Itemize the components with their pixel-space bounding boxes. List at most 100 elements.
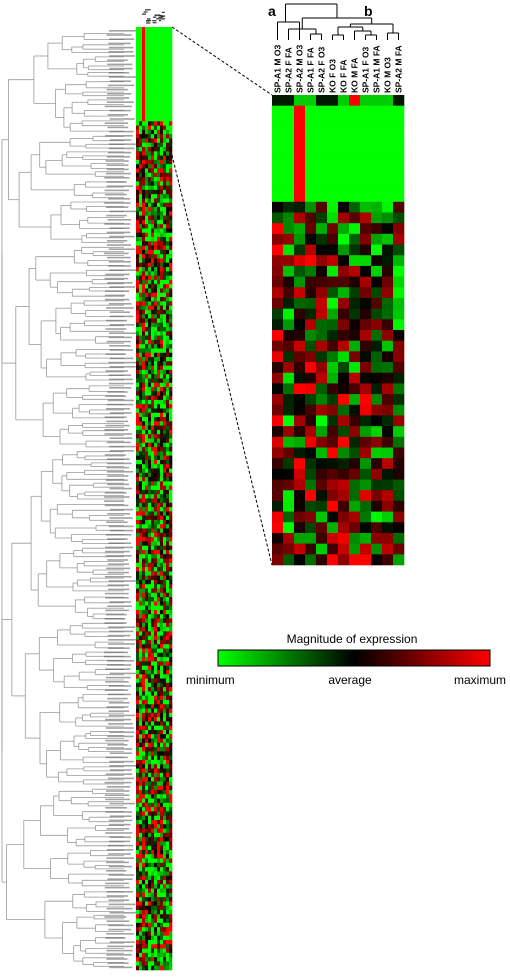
full-heatmap-cell bbox=[139, 768, 143, 774]
row-label-mark bbox=[108, 382, 134, 385]
full-heatmap-cell bbox=[139, 262, 143, 268]
full-heatmap-cell bbox=[157, 267, 161, 272]
legend-gradient-bar bbox=[217, 649, 491, 667]
full-heatmap-cell bbox=[166, 378, 170, 384]
full-heatmap-cell bbox=[169, 811, 173, 816]
full-heatmap-cell bbox=[145, 245, 149, 251]
full-heatmap-cell bbox=[139, 687, 143, 692]
full-heatmap-cell bbox=[148, 361, 152, 366]
full-heatmap-cell bbox=[169, 481, 173, 486]
full-heatmap-cell bbox=[145, 477, 149, 482]
row-label-mark bbox=[104, 492, 127, 494]
full-heatmap-cell bbox=[160, 271, 164, 276]
zoom-heatmap-cell bbox=[272, 265, 284, 277]
full-heatmap-cell bbox=[142, 421, 146, 426]
row-label-mark bbox=[108, 924, 134, 927]
full-heatmap-cell bbox=[148, 228, 152, 234]
zoom-heatmap-cell bbox=[283, 287, 295, 299]
full-heatmap-cell bbox=[169, 254, 173, 259]
full-heatmap-cell bbox=[142, 738, 146, 744]
full-heatmap-cell bbox=[160, 207, 164, 212]
full-heatmap-cell bbox=[139, 935, 143, 941]
full-heatmap-cell bbox=[154, 189, 158, 195]
row-label-mark bbox=[107, 126, 129, 129]
full-heatmap-cell bbox=[148, 661, 152, 666]
zoom-heatmap-cell bbox=[294, 244, 306, 256]
full-heatmap-cell bbox=[136, 378, 140, 384]
full-heatmap-cell bbox=[163, 905, 167, 911]
full-heatmap-cell bbox=[160, 237, 164, 242]
full-heatmap-cell bbox=[160, 292, 164, 298]
full-heatmap-cell bbox=[166, 657, 170, 662]
mini-dendro-mark bbox=[152, 20, 157, 22]
row-label-mark bbox=[106, 786, 131, 788]
full-heatmap-cell bbox=[163, 944, 167, 949]
full-heatmap-cell bbox=[136, 884, 140, 889]
full-heatmap-cell bbox=[163, 644, 167, 649]
row-label-mark bbox=[109, 349, 133, 351]
full-heatmap-cell bbox=[139, 652, 143, 658]
full-heatmap-cell bbox=[157, 395, 161, 401]
full-heatmap-cell bbox=[169, 554, 173, 559]
zoom-heatmap-cell bbox=[327, 340, 339, 352]
zoom-heatmap-cell bbox=[272, 351, 284, 363]
full-heatmap-cell bbox=[151, 421, 155, 426]
full-heatmap-cell bbox=[154, 181, 158, 186]
full-heatmap-cell bbox=[157, 657, 161, 662]
full-heatmap-cell bbox=[169, 31, 173, 36]
full-heatmap-cell bbox=[139, 228, 143, 234]
full-heatmap-cell bbox=[151, 237, 155, 242]
full-heatmap-cell bbox=[169, 652, 173, 658]
zoom-heatmap-cell bbox=[338, 447, 350, 459]
full-heatmap-cell bbox=[157, 408, 161, 414]
full-heatmap-cell bbox=[157, 27, 161, 32]
full-heatmap-cell bbox=[163, 314, 167, 319]
zoom-heatmap-cell bbox=[283, 276, 295, 288]
full-heatmap-cell bbox=[151, 884, 155, 889]
full-heatmap-cell bbox=[160, 764, 164, 769]
full-heatmap-cell bbox=[169, 747, 173, 752]
full-heatmap-cell bbox=[154, 134, 158, 139]
full-heatmap-cell bbox=[163, 940, 167, 945]
full-heatmap-cell bbox=[148, 562, 152, 568]
full-heatmap-cell bbox=[148, 189, 152, 195]
full-heatmap-cell bbox=[145, 918, 149, 924]
full-heatmap-cell bbox=[151, 442, 155, 448]
full-heatmap-cell bbox=[169, 99, 173, 105]
zoom-heatmap-cell bbox=[305, 159, 317, 171]
full-heatmap-cell bbox=[157, 777, 161, 782]
full-heatmap-cell bbox=[169, 571, 173, 576]
full-heatmap-cell bbox=[142, 297, 146, 302]
full-heatmap-cell bbox=[166, 241, 170, 246]
zoom-heatmap-cell bbox=[371, 95, 383, 106]
full-heatmap-cell bbox=[163, 832, 167, 838]
full-heatmap-cell bbox=[169, 357, 173, 362]
full-heatmap-cell bbox=[163, 284, 167, 289]
full-heatmap-cell bbox=[142, 815, 146, 821]
full-heatmap-cell bbox=[151, 241, 155, 246]
zoom-heatmap-cell bbox=[393, 244, 405, 256]
full-heatmap-cell bbox=[148, 755, 152, 761]
full-heatmap-cell bbox=[148, 159, 152, 165]
full-heatmap-cell bbox=[157, 151, 161, 156]
column-labels: SP-A1 M O3 SP-A2 F FA SP-A2 M O3 SP-A1 F FA… bbox=[273, 45, 404, 93]
full-heatmap-cell bbox=[163, 168, 167, 174]
zoom-connector-top bbox=[171, 26, 273, 96]
full-heatmap-cell bbox=[142, 892, 146, 898]
full-heatmap-cell bbox=[169, 352, 173, 358]
full-heatmap-cell bbox=[136, 768, 140, 774]
full-heatmap-cell bbox=[151, 52, 155, 58]
full-heatmap-cell bbox=[148, 545, 152, 551]
full-heatmap-cell bbox=[157, 219, 161, 225]
full-heatmap-cell bbox=[160, 95, 164, 101]
full-heatmap-cell bbox=[163, 327, 167, 332]
full-heatmap-cell bbox=[154, 957, 158, 962]
full-heatmap-cell bbox=[145, 374, 149, 379]
zoom-heatmap-cell bbox=[371, 233, 383, 245]
full-heatmap-cell bbox=[154, 747, 158, 752]
full-heatmap-cell bbox=[145, 747, 149, 752]
full-heatmap-cell bbox=[154, 755, 158, 761]
zoom-heatmap-cell bbox=[283, 340, 295, 352]
zoom-heatmap-cell bbox=[382, 458, 394, 470]
zoom-heatmap-cell bbox=[305, 436, 317, 448]
